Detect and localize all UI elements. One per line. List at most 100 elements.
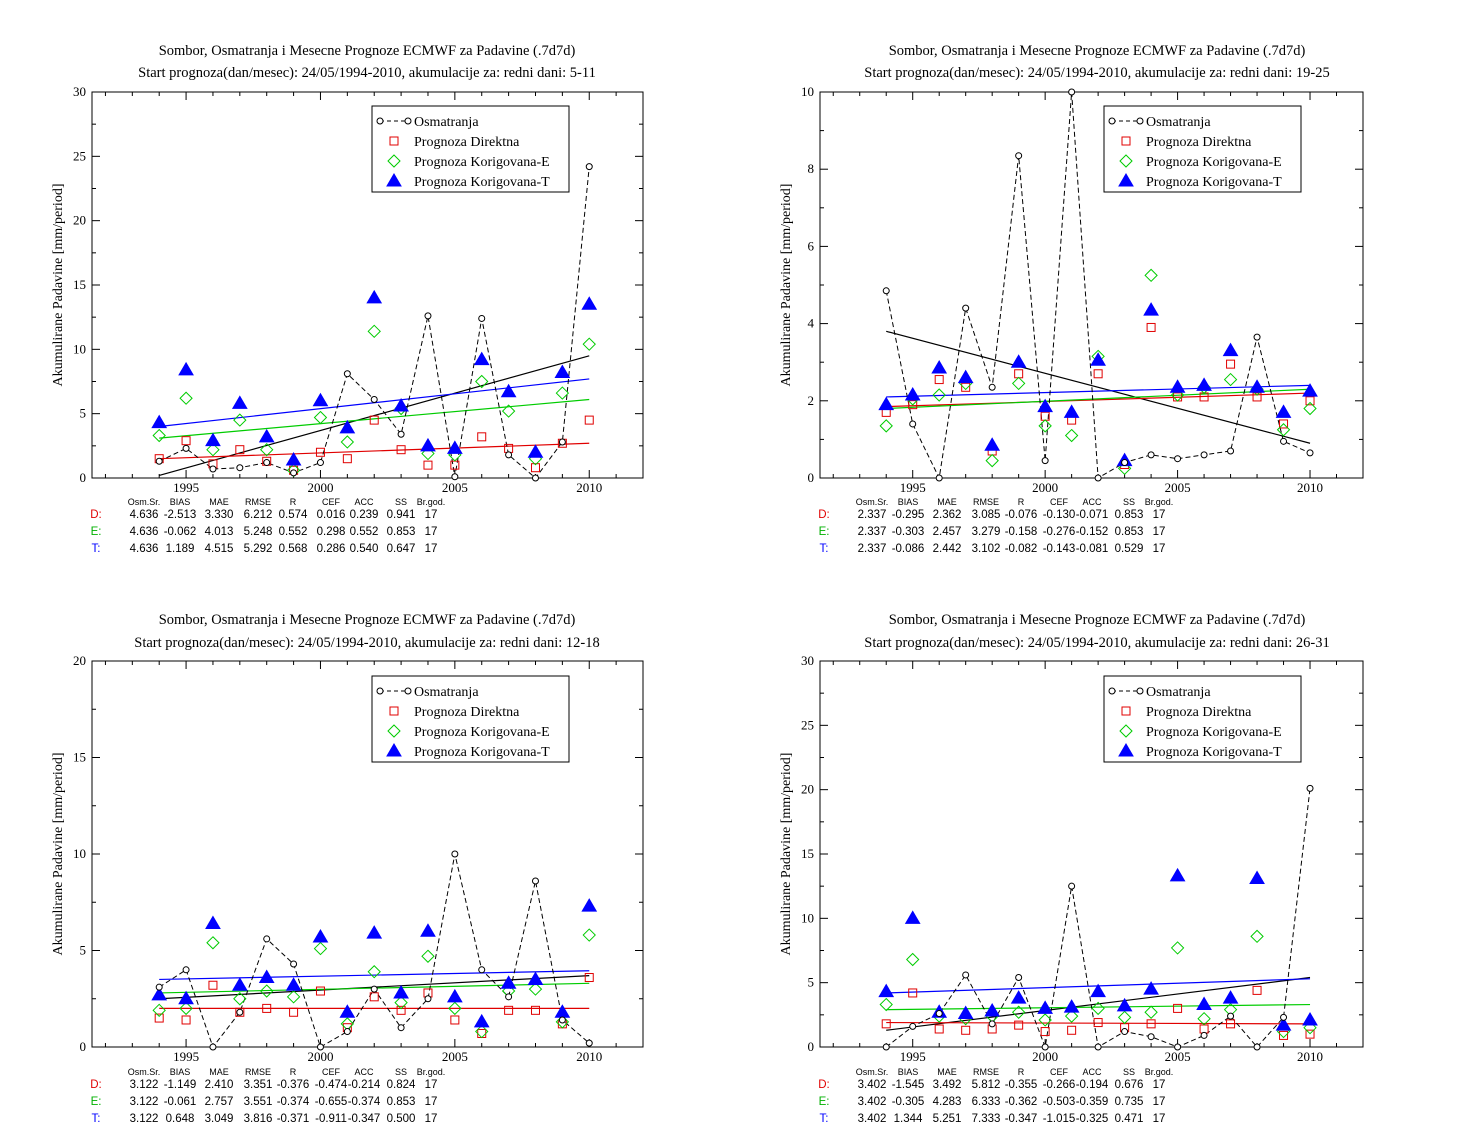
stats-header: RMSE (245, 497, 271, 507)
data-point-corrE (475, 1024, 489, 1039)
data-point-corrE (1144, 1005, 1158, 1019)
data-point-direct (1252, 392, 1262, 402)
y-tick-label: 10 (801, 84, 814, 99)
legend-label: Prognoza Korigovana-E (414, 725, 550, 740)
data-point-obs (558, 1016, 566, 1024)
stats-header: RMSE (973, 497, 999, 507)
data-point-obs (1121, 1028, 1129, 1036)
data-point-obs (1200, 451, 1208, 459)
data-point-direct (1067, 1025, 1077, 1035)
stats-value: 0.853 (387, 526, 416, 538)
chart-title: Sombor, Osmatranja i Mesecne Prognoze EC… (159, 612, 576, 628)
legend-label: Prognoza Korigovana-E (414, 155, 550, 170)
data-point-obs (1200, 1031, 1208, 1039)
legend-marker (1121, 136, 1131, 146)
legend-label: Osmatranja (1146, 685, 1211, 700)
data-point-corrE (1117, 461, 1132, 476)
data-point-corrT (1222, 990, 1239, 1004)
data-point-corrT (878, 396, 895, 411)
y-tick-label: 25 (801, 717, 814, 732)
stats-value: 17 (1153, 1096, 1166, 1108)
data-point-obs (585, 1039, 593, 1047)
stats-value: -0.062 (164, 526, 197, 538)
data-point-direct (423, 460, 433, 470)
stats-value: -0.071 (1076, 509, 1109, 521)
data-point-direct (1014, 1020, 1024, 1030)
data-point-corrE (1011, 1005, 1026, 1019)
stats-value: 2.337 (858, 509, 887, 521)
data-point-corrE (1117, 1010, 1132, 1025)
data-point-corrT (1143, 981, 1159, 995)
chart-panel-1: Sombor, Osmatranja i Mesecne Prognoze EC… (51, 43, 644, 555)
stats-value: 0.471 (1115, 1113, 1144, 1125)
chart-title: Sombor, Osmatranja i Mesecne Prognoze EC… (889, 43, 1306, 59)
stats-value: 7.333 (972, 1113, 1001, 1125)
legend-marker (376, 117, 384, 125)
stats-value: 3.816 (244, 1113, 273, 1125)
data-point-obs (478, 314, 486, 322)
y-tick-label: 8 (808, 161, 815, 176)
data-point-corrT (1302, 383, 1318, 397)
y-axis-label: Akumulirane Padavine [mm/period] (779, 753, 794, 956)
legend-marker (386, 743, 402, 757)
x-tick-label: 2005 (442, 480, 468, 495)
data-point-obs (962, 304, 970, 312)
data-point-corrT (473, 1013, 490, 1028)
data-point-corrT (1196, 996, 1212, 1011)
data-point-corrT (1010, 354, 1027, 368)
data-point-obs (316, 1043, 324, 1051)
stats-value: 17 (1153, 526, 1166, 538)
data-point-corrT (878, 983, 895, 998)
stats-value: -0.503 (1043, 1096, 1076, 1108)
data-point-direct (908, 400, 918, 410)
stats-header: Br.god. (1145, 497, 1174, 507)
data-point-corrE (1276, 423, 1291, 437)
data-point-obs (290, 469, 298, 477)
stats-header: BIAS (898, 1067, 919, 1077)
data-point-corrE (260, 984, 274, 998)
trend-line-corrT (886, 384, 1311, 398)
legend-marker (1136, 687, 1144, 695)
data-point-corrT (446, 440, 463, 454)
data-point-corrT (904, 910, 921, 924)
x-tick-label: 2005 (1165, 1049, 1191, 1064)
data-point-direct (342, 454, 352, 464)
data-point-corrT (258, 428, 275, 443)
stats-value: -0.295 (892, 509, 925, 521)
stats-header: MAE (937, 497, 957, 507)
stats-value: 4.515 (205, 543, 234, 555)
y-axis-label: Akumulirane Padavine [mm/period] (51, 184, 66, 387)
data-point-direct (504, 1005, 514, 1015)
data-point-corrE (260, 442, 274, 457)
stats-header: MAE (209, 497, 229, 507)
data-point-direct (1199, 1024, 1209, 1034)
stats-value: 2.337 (858, 543, 887, 555)
legend-marker (404, 687, 412, 695)
trend-line-obs (886, 330, 1311, 444)
data-point-corrE (313, 410, 328, 425)
stats-table: Osm.Sr. BIAS MAE RMSE R CEF ACC SS Br.god. D: 2.33… (818, 497, 1173, 555)
legend: Osmatranja Prognoza Direktna Prognoza Kori… (371, 105, 570, 193)
stats-value: 0.552 (279, 526, 308, 538)
chart-panel-3: Sombor, Osmatranja i Mesecne Prognoze EC… (51, 612, 644, 1125)
data-point-direct (961, 1025, 971, 1035)
data-point-corrT (1249, 379, 1265, 393)
data-point-obs (155, 983, 163, 991)
data-point-direct (1146, 322, 1156, 332)
trend-line-corrT (159, 970, 590, 981)
data-point-obs (1174, 1043, 1182, 1051)
y-tick-label: 15 (73, 750, 86, 765)
data-point-obs (1174, 455, 1182, 463)
stats-header: CEF (1050, 1067, 1069, 1077)
stats-value: -0.347 (1005, 1113, 1038, 1125)
stats-value: 0.941 (387, 509, 416, 521)
legend-label: Osmatranja (1146, 115, 1211, 130)
data-point-corrE (1223, 372, 1238, 387)
stats-value: 17 (425, 1096, 438, 1108)
data-point-corrE (501, 404, 516, 418)
data-point-corrE (1197, 1011, 1211, 1026)
data-point-obs (1253, 1043, 1261, 1051)
data-point-obs (1306, 449, 1314, 457)
data-point-obs (343, 370, 351, 378)
stats-row-label: E: (91, 526, 102, 538)
